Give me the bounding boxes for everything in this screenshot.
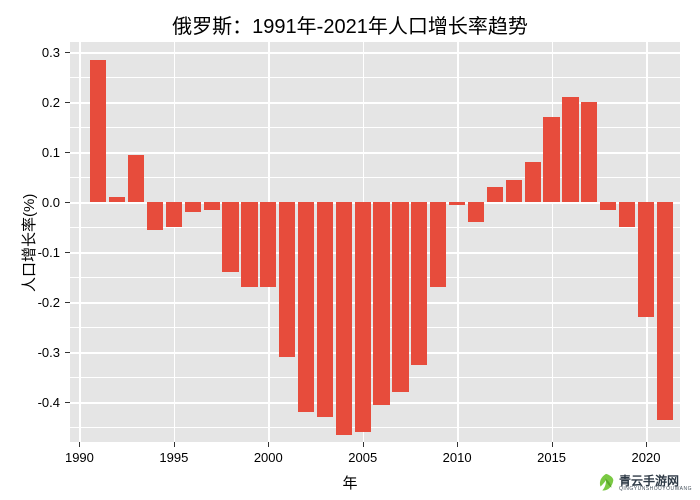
watermark-text: 青云手游网 QINGYUNSHOUYOUWANG [619, 475, 692, 492]
x-tick-label: 1990 [54, 450, 104, 465]
bar [543, 117, 559, 202]
bar [355, 202, 371, 432]
x-tick-label: 2020 [621, 450, 671, 465]
y-tick-label: -0.3 [0, 345, 60, 360]
x-tick-label: 2000 [243, 450, 293, 465]
bar [600, 202, 616, 210]
bar [373, 202, 389, 405]
y-tick-label: 0.3 [0, 45, 60, 60]
bar [411, 202, 427, 365]
bar [222, 202, 238, 272]
bar [638, 202, 654, 317]
y-tick-label: 0.2 [0, 95, 60, 110]
bar [487, 187, 503, 202]
watermark: 青云手游网 QINGYUNSHOUYOUWANG [595, 472, 692, 494]
x-tick-label: 2005 [338, 450, 388, 465]
bar [525, 162, 541, 202]
bar [336, 202, 352, 435]
bar [185, 202, 201, 212]
bar [279, 202, 295, 357]
bar [298, 202, 314, 412]
watermark-sub: QINGYUNSHOUYOUWANG [619, 487, 692, 492]
bar [619, 202, 635, 227]
x-tick-label: 2015 [527, 450, 577, 465]
bar [128, 155, 144, 203]
x-tick-label: 1995 [149, 450, 199, 465]
leaf-icon [595, 472, 617, 494]
bar [562, 97, 578, 202]
bar [506, 180, 522, 203]
x-tick-label: 2010 [432, 450, 482, 465]
chart-title: 俄罗斯：1991年-2021年人口增长率趋势 [0, 10, 700, 39]
bar [317, 202, 333, 417]
bar [392, 202, 408, 392]
bar [657, 202, 673, 420]
bar [430, 202, 446, 287]
bar [581, 102, 597, 202]
bar [109, 197, 125, 202]
bar [204, 202, 220, 210]
watermark-brand: 青云手游网 [619, 475, 692, 487]
bar [90, 60, 106, 203]
y-tick-label: -0.2 [0, 295, 60, 310]
bar [147, 202, 163, 230]
chart-container: 俄罗斯：1991年-2021年人口增长率趋势 人口增长率(%) 年 -0.4-0… [0, 0, 700, 500]
bar [166, 202, 182, 227]
y-tick-label: 0.1 [0, 145, 60, 160]
y-tick-label: 0.0 [0, 195, 60, 210]
bar [468, 202, 484, 222]
bar [260, 202, 276, 287]
y-tick-label: -0.1 [0, 245, 60, 260]
y-tick-label: -0.4 [0, 395, 60, 410]
bar [449, 202, 465, 205]
bar [241, 202, 257, 287]
